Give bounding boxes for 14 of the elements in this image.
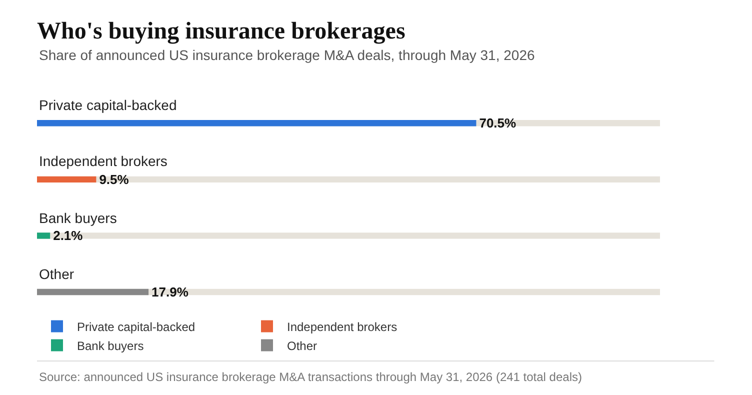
- legend-label: Private capital-backed: [77, 320, 196, 334]
- legend-label: Other: [287, 338, 318, 353]
- chart-subtitle: Share of announced US insurance brokerage M&A deals, through May 31, 2026: [39, 47, 535, 63]
- chart-title: Who's buying insurance brokerages: [37, 18, 406, 44]
- y-tick-label: Private capital-backed: [39, 97, 177, 113]
- source-note: Source: announced US insurance brokerage M&A transactions through May 31, 2026 (241 total deals): [39, 370, 582, 384]
- data-label: 17.9%: [152, 284, 189, 300]
- data-label: 2.1%: [53, 228, 84, 244]
- data-label: 70.5%: [479, 116, 517, 131]
- data-label: 9.5%: [99, 172, 130, 187]
- legend-label: Independent brokers: [287, 320, 398, 334]
- y-tick-label: Other: [39, 266, 74, 282]
- y-tick-label: Independent brokers: [39, 153, 168, 169]
- y-tick-label: Bank buyers: [39, 210, 117, 226]
